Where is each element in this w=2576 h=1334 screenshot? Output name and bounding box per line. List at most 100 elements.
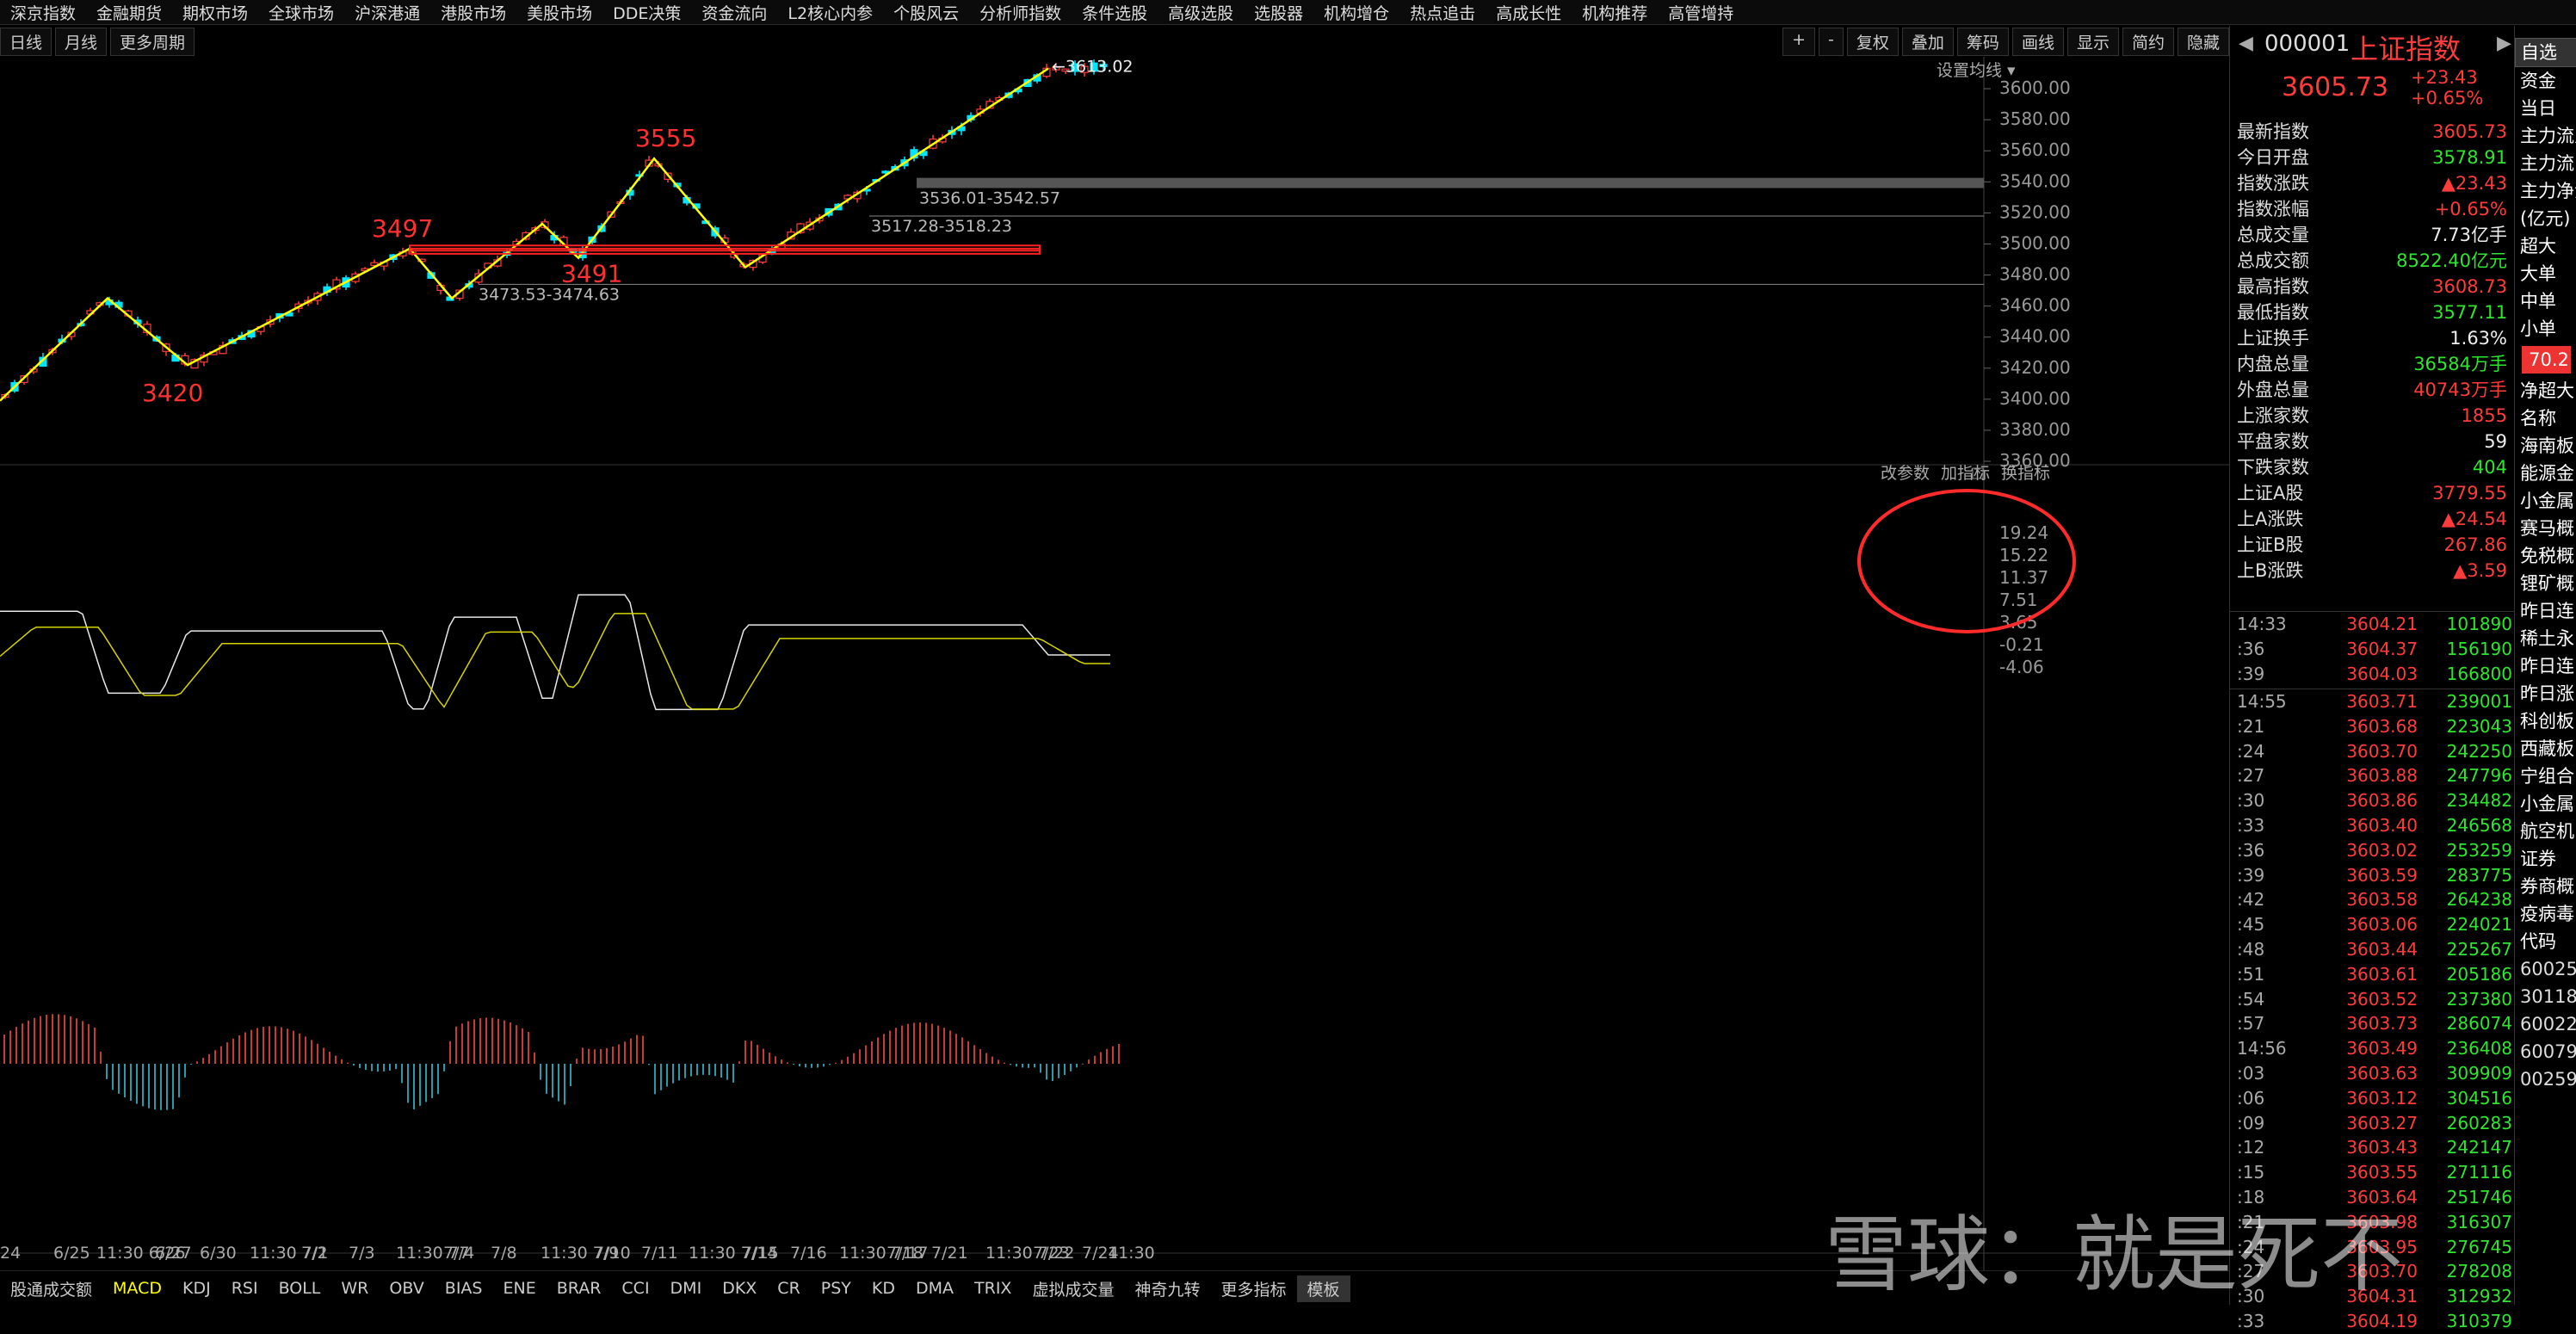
indicator-tab[interactable]: CCI — [621, 1279, 650, 1298]
macd-menu-item[interactable]: 换指标 — [2001, 464, 2050, 483]
chart-area[interactable]: 3600.00 3580.00 3560.00 3540.00 3520.00 3500.… — [0, 57, 2229, 1270]
sector-item[interactable]: 大单 — [2520, 263, 2556, 284]
indicator-tab[interactable]: TRIX — [974, 1279, 1012, 1298]
toolbar-button[interactable]: 隐藏 — [2177, 28, 2229, 56]
watch-button[interactable]: 自选 — [2515, 38, 2576, 67]
sector-item[interactable]: 海南板 — [2520, 435, 2574, 456]
sector-item[interactable]: 小单 — [2520, 318, 2556, 339]
indicator-tab[interactable]: KDJ — [182, 1279, 211, 1298]
sector-item[interactable]: 600221 — [2520, 1014, 2576, 1034]
top-menu-item[interactable]: 高管增持 — [1668, 3, 1734, 23]
top-menu-item[interactable]: 机构推荐 — [1582, 3, 1648, 23]
indicator-tab[interactable]: 更多指标 — [1220, 1280, 1287, 1300]
indicator-tab[interactable]: OBV — [389, 1279, 424, 1298]
sector-item[interactable]: 超大 — [2520, 236, 2556, 256]
daily-period-button[interactable]: 日线 — [0, 27, 53, 56]
kline-chart[interactable]: 3600.00 3580.00 3560.00 3540.00 3520.00 3500.… — [0, 57, 2229, 1270]
toolbar-button[interactable]: 叠加 — [1901, 28, 1954, 56]
indicator-tab[interactable]: 神奇九转 — [1134, 1280, 1201, 1300]
macd-menu-item[interactable]: 加指标 — [1941, 464, 1990, 483]
sector-item[interactable]: 中单 — [2520, 291, 2556, 312]
top-menu-item[interactable]: 条件选股 — [1082, 3, 1148, 23]
sector-item[interactable]: 小金属 — [2520, 794, 2574, 814]
toolbar-button[interactable]: 显示 — [2066, 28, 2119, 56]
tick-list-2[interactable]: 14:55 3603.71 239001:21 3603.68 223043:24 360… — [2230, 689, 2514, 1334]
sector-item[interactable]: 航空机 — [2520, 821, 2574, 842]
top-menu-item[interactable]: 资金流向 — [701, 3, 768, 23]
sector-item[interactable]: 西藏板 — [2520, 738, 2574, 759]
top-menu-item[interactable]: 全球市场 — [269, 3, 335, 23]
indicator-tab[interactable]: KD — [871, 1279, 895, 1298]
sector-item[interactable]: 昨日涨 — [2520, 683, 2574, 704]
toolbar-button[interactable]: - — [1819, 28, 1844, 56]
indicator-tab[interactable]: PSY — [820, 1279, 851, 1298]
top-menu-item[interactable]: 高成长性 — [1496, 3, 1562, 23]
top-menu-item[interactable]: 深京指数 — [10, 3, 77, 23]
indicator-tab[interactable]: DKX — [722, 1279, 757, 1298]
sector-item[interactable]: 锂矿概 — [2520, 573, 2574, 594]
toolbar-button[interactable]: 画线 — [2011, 28, 2064, 56]
macd-menu-item[interactable]: 改参数 — [1881, 464, 1930, 483]
sector-item[interactable]: 赛马概 — [2520, 518, 2574, 539]
sector-item[interactable]: 昨日连 — [2520, 601, 2574, 621]
top-menu-item[interactable]: 金融期货 — [96, 3, 163, 23]
sector-item[interactable]: 免税概 — [2520, 546, 2574, 566]
top-menu-item[interactable]: 沪深港通 — [355, 3, 421, 23]
sector-item[interactable]: 70.2 — [2522, 346, 2571, 374]
sector-item[interactable]: 昨日连 — [2520, 656, 2574, 676]
indicator-tab[interactable]: 虚拟成交量 — [1032, 1280, 1115, 1300]
sector-item[interactable]: 当日 — [2520, 98, 2556, 119]
sector-item[interactable]: 600259 — [2520, 959, 2576, 979]
top-menu-item[interactable]: 期权市场 — [182, 3, 249, 23]
sector-item[interactable]: 主力流入 — [2520, 126, 2576, 146]
sector-item[interactable]: 资金 — [2520, 71, 2556, 91]
more-period-button[interactable]: 更多周期 — [110, 27, 195, 56]
sector-item[interactable]: 净超大 — [2520, 380, 2574, 401]
left-arrow-icon[interactable]: ◀ — [2239, 33, 2253, 54]
sector-item[interactable]: 小金属 — [2520, 491, 2574, 511]
right-arrow-icon[interactable]: ▶ — [2497, 33, 2511, 54]
top-menu-item[interactable]: 高级选股 — [1168, 3, 1234, 23]
sector-item[interactable]: 600796 — [2520, 1041, 2576, 1062]
sector-item[interactable]: 主力净流 — [2520, 181, 2576, 201]
sector-item[interactable]: 证券 — [2520, 849, 2556, 869]
top-menu-item[interactable]: 美股市场 — [527, 3, 593, 23]
toolbar-button[interactable]: 简约 — [2122, 28, 2174, 56]
indicator-tab[interactable]: BRAR — [556, 1279, 602, 1298]
sector-item[interactable]: 代码 — [2520, 931, 2556, 952]
toolbar-button[interactable]: 筹码 — [1956, 28, 2009, 56]
sector-item[interactable]: 稀土永 — [2520, 628, 2574, 649]
top-menu-item[interactable]: 选股器 — [1254, 3, 1304, 23]
indicator-tab[interactable]: BOLL — [278, 1279, 321, 1298]
indicator-tab[interactable]: DMA — [915, 1279, 954, 1298]
top-menu-item[interactable]: L2核心内参 — [788, 3, 874, 23]
indicator-tab[interactable]: 模板 — [1296, 1275, 1350, 1302]
monthly-period-button[interactable]: 月线 — [55, 27, 108, 56]
indicator-tab[interactable]: CR — [777, 1279, 800, 1298]
indicator-tab[interactable]: RSI — [231, 1279, 258, 1298]
sector-item[interactable]: 主力流出 — [2520, 153, 2576, 174]
ma-setting-label[interactable]: 设置均线 ▾ — [1937, 61, 2016, 80]
top-menu-item[interactable]: 分析师指数 — [979, 3, 1062, 23]
top-menu-item[interactable]: 港股市场 — [441, 3, 507, 23]
sector-item[interactable]: (亿元) — [2520, 208, 2571, 229]
top-menu-item[interactable]: 机构增仓 — [1324, 3, 1390, 23]
toolbar-button[interactable]: + — [1782, 28, 1816, 56]
sector-item[interactable]: 科创板 — [2520, 711, 2574, 732]
indicator-tab[interactable]: MACD — [113, 1279, 162, 1298]
toolbar-button[interactable]: 复权 — [1846, 28, 1899, 56]
sector-item[interactable]: 名称 — [2520, 408, 2556, 429]
sector-item[interactable]: 002595 — [2520, 1069, 2576, 1090]
indicator-tab[interactable]: 股通成交额 — [10, 1280, 93, 1300]
indicator-tab[interactable]: BIAS — [444, 1279, 483, 1298]
top-menu-item[interactable]: 个股风云 — [893, 3, 960, 23]
close-icon[interactable] — [1972, 467, 1984, 479]
sector-item[interactable]: 宁组合 — [2520, 766, 2574, 787]
top-menu-item[interactable]: DDE决策 — [613, 3, 682, 23]
indicator-tab[interactable]: WR — [341, 1279, 369, 1298]
indicator-tab[interactable]: DMI — [670, 1279, 702, 1298]
sector-item[interactable]: 能源金 — [2520, 463, 2574, 484]
sector-item[interactable]: 301189 — [2520, 986, 2576, 1007]
sector-item[interactable]: 疫病毒 — [2520, 904, 2574, 924]
sector-item[interactable]: 券商概 — [2520, 876, 2574, 897]
